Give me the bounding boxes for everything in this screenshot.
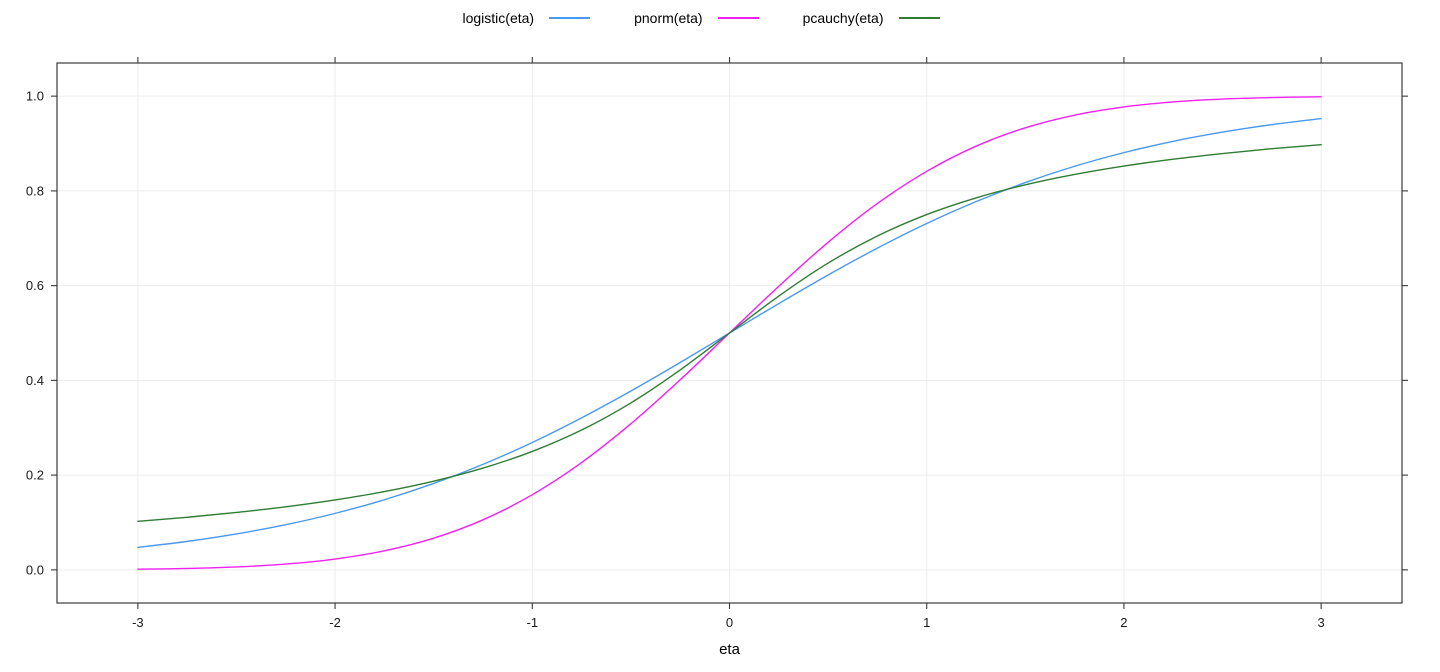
legend-label-pnorm: pnorm(eta) — [634, 10, 703, 26]
legend-line-swatch-pnorm — [717, 17, 759, 19]
legend-item-pnorm: pnorm(eta) — [634, 10, 759, 26]
x-tick-label: 1 — [923, 615, 930, 630]
legend-item-logistic: logistic(eta) — [463, 10, 591, 26]
x-tick-label: -2 — [329, 615, 341, 630]
legend-line-swatch-logistic — [549, 17, 591, 19]
x-tick-label: 0 — [726, 615, 733, 630]
y-tick-label: 0.4 — [26, 373, 44, 388]
x-axis-label: eta — [719, 641, 740, 658]
legend-line-swatch-pcauchy — [898, 17, 940, 19]
y-tick-label: 1.0 — [26, 89, 44, 104]
curve-pcauchy — [137, 143, 1322, 523]
legend-label-logistic: logistic(eta) — [462, 10, 535, 26]
legend-label-pcauchy: pcauchy(eta) — [802, 10, 884, 26]
y-tick-label: 0.0 — [26, 562, 44, 577]
x-tick-label: 3 — [1318, 615, 1325, 630]
x-tick-label: -1 — [527, 615, 539, 630]
x-tick-label: 2 — [1120, 615, 1127, 630]
y-tick-label: 0.2 — [26, 468, 44, 483]
y-tick-label: 0.8 — [26, 183, 44, 198]
y-tick-label: 0.6 — [26, 278, 44, 293]
chart-legend: logistic(eta) pnorm(eta) pcauchy(eta) — [0, 10, 1402, 26]
x-tick-label: -3 — [132, 615, 144, 630]
legend-item-pcauchy: pcauchy(eta) — [803, 10, 940, 26]
